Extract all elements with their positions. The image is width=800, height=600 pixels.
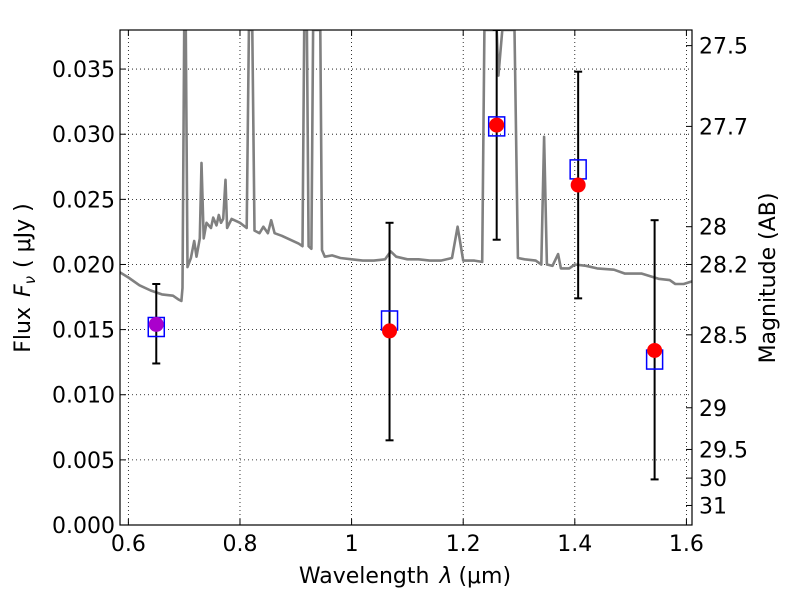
model-spectrum-line — [120, 30, 692, 303]
observed-photometry-layer — [148, 117, 663, 358]
y2-tick-label: 27.7 — [699, 115, 748, 140]
y-tick-label: 0.030 — [52, 123, 115, 148]
x-tick-label: 0.6 — [111, 532, 146, 557]
observed-point — [570, 177, 586, 193]
observed-point — [489, 117, 505, 133]
y-tick-label: 0.005 — [52, 449, 115, 474]
model-spectrum-layer — [120, 30, 692, 303]
x-tick-label: 0.8 — [222, 532, 257, 557]
y-tick-label: 0.035 — [52, 58, 115, 83]
y-tick-label: 0.000 — [52, 514, 115, 539]
observed-point — [647, 342, 663, 358]
y2-tick-label: 28 — [699, 216, 727, 241]
plot-frame — [119, 29, 693, 526]
y2-tick-label: 28.5 — [699, 324, 748, 349]
x-tick-label: 1 — [345, 532, 359, 557]
y-tick-label: 0.025 — [52, 188, 115, 213]
y2-tick-label: 27.5 — [699, 35, 748, 60]
observed-point — [148, 316, 164, 332]
x-tick-label: 1.6 — [669, 532, 704, 557]
y2-tick-label: 28.2 — [699, 253, 748, 278]
model-photometry-square — [487, 116, 506, 137]
y-tick-label: 0.020 — [52, 253, 115, 278]
y2-tick-label: 29.5 — [699, 438, 748, 463]
grid — [120, 30, 692, 526]
tick-layer: 0.6 0.8 1 1.2 1.4 1.6 0.000 0.005 0.010 0.015 0.02… — [52, 30, 748, 557]
y-axis-label: FluxFν( μJy ) — [11, 203, 39, 352]
secondary-y-axis-label: Magnitude (AB) — [756, 193, 781, 364]
x-axis-label: Wavelength λ (μm) — [299, 564, 511, 589]
y-tick-label: 0.015 — [52, 319, 115, 344]
observed-point — [382, 323, 398, 339]
x-tick-label: 1.4 — [557, 532, 592, 557]
x-tick-label: 1.2 — [446, 532, 481, 557]
errorbar-layer — [152, 30, 659, 481]
y-tick-label: 0.010 — [52, 384, 115, 409]
y2-tick-label: 29 — [699, 397, 727, 422]
model-photometry-layer — [147, 116, 664, 370]
y2-tick-label: 31 — [699, 494, 727, 519]
y2-tick-label: 30 — [699, 467, 727, 492]
